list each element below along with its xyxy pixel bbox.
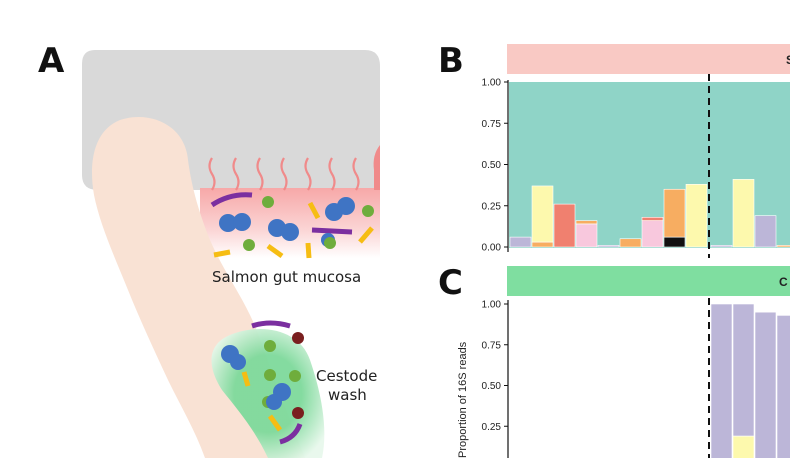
- blue-dot: [230, 354, 246, 370]
- green-dot: [264, 369, 276, 381]
- blue-dot: [281, 223, 299, 241]
- panel-b-letter: B: [438, 41, 464, 81]
- bar-segment: [575, 223, 598, 248]
- gold-bar: [241, 371, 251, 387]
- purple-bar: [210, 192, 253, 208]
- villus-edge: [373, 145, 380, 190]
- panel-c: C C 0.25 0.50 0.75 1.00 Proportion of 16S r…: [438, 263, 790, 458]
- bar-segment: [575, 220, 598, 225]
- gold-bar: [358, 226, 374, 244]
- blue-dot: [337, 197, 355, 215]
- bar-segment: [641, 220, 664, 248]
- gold-bar: [305, 242, 312, 259]
- maroon-dot: [292, 407, 304, 419]
- y-tick-label: 1.00: [482, 300, 502, 311]
- bar-segment: [641, 217, 664, 221]
- bar-segment: [776, 315, 790, 458]
- bar-segment: [732, 179, 755, 248]
- panel-b-y-axis: 0.00 0.25 0.50 0.75 1.00: [482, 78, 509, 254]
- bar-segment: [553, 203, 576, 248]
- green-dot: [262, 196, 274, 208]
- purple-bar: [311, 227, 353, 235]
- green-dot: [243, 239, 255, 251]
- purple-bar: [279, 423, 303, 445]
- blue-dot: [233, 213, 251, 231]
- green-dot: [362, 205, 374, 217]
- blue-dot: [266, 394, 282, 410]
- panel-b: B S 0.00 0.25 0.50 0.75 1.00: [438, 41, 790, 258]
- gold-bar: [267, 414, 283, 432]
- bar-segment: [732, 303, 755, 437]
- y-tick-label: 0.75: [482, 340, 502, 351]
- panel-c-y-axis: 0.25 0.50 0.75 1.00: [482, 300, 509, 458]
- panel-c-letter: C: [438, 263, 463, 303]
- panel-c-strip: [507, 266, 790, 296]
- wash-label-line2: wash: [328, 386, 367, 404]
- y-tick-label: 0.75: [482, 119, 502, 130]
- y-tick-label: 0.50: [482, 160, 502, 171]
- y-tick-label: 0.25: [482, 422, 502, 433]
- panel-a: A: [38, 41, 380, 458]
- y-tick-label: 0.50: [482, 381, 502, 392]
- bar-segment: [597, 245, 620, 248]
- bar-segment: [509, 236, 532, 248]
- mucosa-label: Salmon gut mucosa: [212, 268, 361, 286]
- villi: [208, 157, 360, 191]
- panel-c-bars: [710, 303, 790, 458]
- panel-a-letter: A: [38, 41, 65, 81]
- bar-segment: [531, 241, 554, 248]
- y-tick-label: 0.00: [482, 243, 502, 254]
- bar-segment: [710, 303, 733, 458]
- bar-segment: [663, 188, 686, 238]
- bar-segment: [776, 245, 790, 248]
- wash-label-line1: Cestode: [316, 367, 377, 385]
- green-dot: [289, 370, 301, 382]
- gold-bar: [307, 201, 321, 220]
- bar-segment: [663, 236, 686, 248]
- panel-b-bars: [509, 179, 790, 248]
- panel-c-strip-text: C: [779, 275, 788, 289]
- gold-bar: [213, 249, 231, 258]
- panel-b-strip: [507, 44, 790, 74]
- wash-particles: [221, 320, 304, 445]
- panel-b-strip-text: S: [786, 53, 790, 67]
- green-dot: [324, 237, 336, 249]
- mucosa-particles: [210, 192, 374, 259]
- bar-segment: [685, 184, 708, 248]
- bar-segment: [710, 245, 733, 248]
- maroon-dot: [292, 332, 304, 344]
- y-tick-label: 0.25: [482, 201, 502, 212]
- bar-segment: [619, 238, 642, 248]
- panel-c-y-label: Proportion of 16S reads: [457, 341, 469, 458]
- green-dot: [264, 340, 276, 352]
- gold-bar: [266, 243, 284, 259]
- bar-segment: [754, 311, 777, 458]
- bar-segment: [732, 435, 755, 458]
- bar-segment: [531, 185, 554, 243]
- blue-dot: [219, 214, 237, 232]
- purple-bar: [251, 320, 291, 329]
- bar-segment: [754, 215, 777, 248]
- y-tick-label: 1.00: [482, 78, 502, 89]
